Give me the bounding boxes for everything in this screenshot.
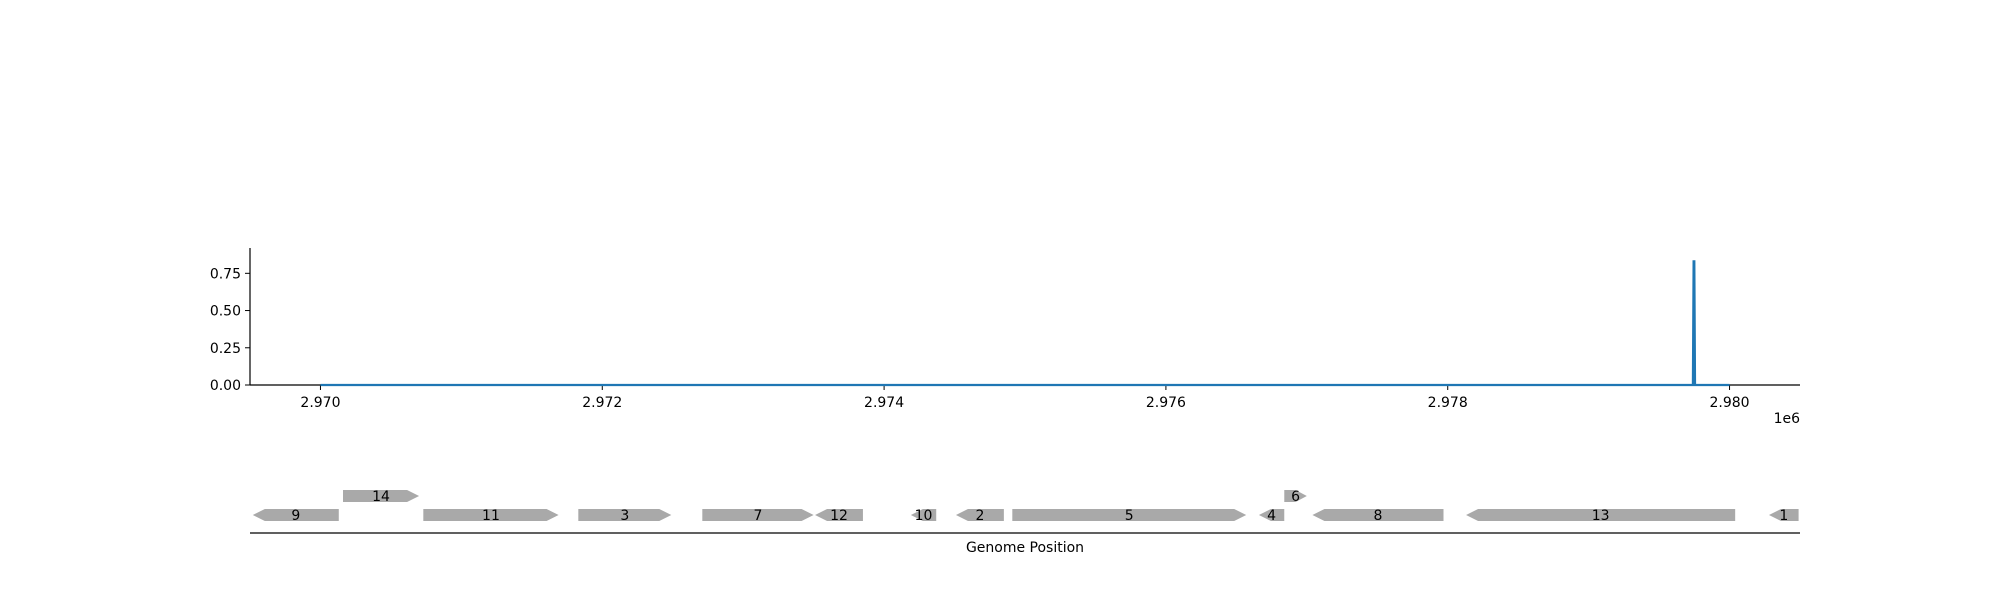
gene-arrow-13 <box>1466 509 1736 521</box>
gene-label-13: 13 <box>1592 508 1610 524</box>
gene-label-4: 4 <box>1267 508 1276 524</box>
y-tick-label: 0.00 <box>210 378 241 394</box>
gene-arrow-9 <box>252 509 339 521</box>
gene-arrow-2 <box>955 509 1004 521</box>
x-tick-label: 2.976 <box>1146 395 1186 411</box>
y-axis-ticks: 0.00 0.25 0.50 0.75 <box>210 266 250 394</box>
x-tick-label: 2.972 <box>582 395 622 411</box>
gene-arrow-8 <box>1312 509 1444 521</box>
gene-arrow-5 <box>1012 509 1247 521</box>
gene-label-1: 1 <box>1779 508 1788 524</box>
x-tick-label: 2.970 <box>300 395 340 411</box>
gene-arrow-12 <box>815 509 863 521</box>
gene-label-12: 12 <box>830 508 848 524</box>
gene-label-3: 3 <box>620 508 629 524</box>
gene-arrow-10 <box>910 509 937 521</box>
x-tick-label: 2.974 <box>864 395 904 411</box>
gene-arrow-4 <box>1258 509 1285 521</box>
y-tick-label: 0.50 <box>210 304 241 320</box>
gene-label-6: 6 <box>1291 489 1300 505</box>
gene-arrow-14 <box>343 490 420 502</box>
gene-label-9: 9 <box>291 508 300 524</box>
x-axis-ticks: 2.970 2.972 2.974 2.976 2.978 2.980 <box>300 385 1750 411</box>
gene-arrow-3 <box>578 509 672 521</box>
gene-track-xlabel: Genome Position <box>966 540 1084 556</box>
series-layer <box>320 260 1730 387</box>
gene-arrow-7 <box>702 509 814 521</box>
gene-label-2: 2 <box>975 508 984 524</box>
gene-arrow-6 <box>1284 490 1307 502</box>
gene-label-11: 11 <box>482 508 500 524</box>
y-tick-label: 0.75 <box>210 266 241 282</box>
y-tick-label: 0.25 <box>210 341 241 357</box>
gene-arrow-11 <box>423 509 559 521</box>
gene-layer: 9 14 11 3 7 12 10 2 5 46 8 13 1 <box>252 489 1799 524</box>
signal-panel: 0.000.250.500.75 2.970 2.972 2.974 2.976 2.9… <box>210 248 1800 427</box>
gene-arrow-1 <box>1769 509 1799 521</box>
series-line-0 <box>320 260 1730 387</box>
x-axis-offset-label: 1e6 <box>1774 411 1801 427</box>
gene-label-14: 14 <box>372 489 390 505</box>
gene-label-8: 8 <box>1374 508 1383 524</box>
gene-label-7: 7 <box>754 508 763 524</box>
x-tick-label: 2.980 <box>1709 395 1749 411</box>
gene-label-10: 10 <box>915 508 933 524</box>
gene-track-panel: 9 14 11 3 7 12 10 2 5 46 8 13 1 Genome Position <box>250 489 1800 556</box>
x-tick-label: 2.978 <box>1428 395 1468 411</box>
gene-label-5: 5 <box>1125 508 1134 524</box>
